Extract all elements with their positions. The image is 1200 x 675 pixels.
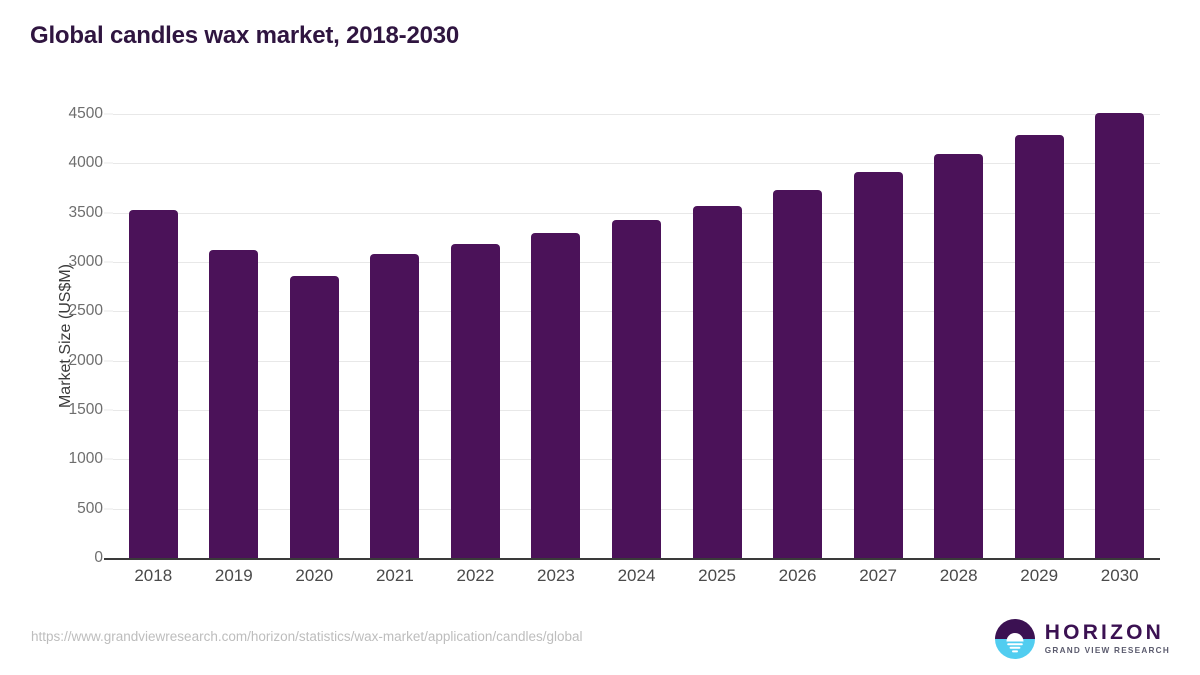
bar-series [113, 113, 1160, 558]
y-axis-tick-label: 500 [77, 499, 103, 517]
bar[interactable] [531, 233, 581, 558]
x-axis-tick-label: 2028 [939, 566, 978, 585]
y-axis-tick [104, 310, 113, 312]
y-axis-tick [104, 113, 113, 115]
bar[interactable] [853, 172, 903, 558]
y-axis-tick [104, 458, 113, 460]
bar[interactable] [1095, 113, 1145, 558]
horizon-logo-mark-icon [994, 619, 1035, 659]
logo-top-half [994, 619, 1035, 639]
bar[interactable] [934, 154, 984, 558]
plot-area [104, 113, 1160, 560]
y-axis-labels: 0 500 1000 1500 2000 2500 3000 3500 4000 4500 [0, 105, 113, 566]
logo-name: HORIZON [1044, 621, 1165, 645]
gridline [113, 163, 1160, 165]
bar[interactable] [289, 275, 339, 558]
y-axis-tick-label: 3500 [68, 203, 103, 221]
page-title: Global candles wax market, 2018-2030 [30, 22, 460, 49]
bar[interactable] [773, 189, 823, 558]
y-axis-tick-label: 2000 [68, 351, 103, 369]
y-axis-tick-label: 2500 [68, 302, 103, 320]
x-axis-tick-label: 2022 [456, 566, 495, 585]
y-axis-tick [104, 212, 113, 214]
bar[interactable] [692, 205, 742, 558]
y-axis-tick [104, 261, 113, 263]
bar[interactable] [450, 244, 500, 558]
bar[interactable] [1014, 134, 1064, 558]
x-axis-tick-label: 2027 [859, 566, 898, 585]
horizon-logo[interactable]: HORIZON GRAND VIEW RESEARCH [994, 618, 1170, 660]
bar[interactable] [209, 250, 259, 558]
gridline [113, 212, 1160, 214]
x-axis-tick-label: 2026 [778, 566, 817, 585]
x-axis-tick-label: 2018 [134, 566, 173, 585]
y-axis-tick-label: 4000 [68, 154, 103, 172]
logo-tagline: GRAND VIEW RESEARCH [1044, 646, 1170, 656]
y-axis-tick-label: 1500 [68, 401, 103, 418]
x-axis-tick-label: 2023 [537, 566, 575, 585]
bar[interactable] [370, 254, 420, 558]
logo-bottom-half [994, 639, 1035, 659]
y-axis-tick-label: 4500 [68, 105, 103, 122]
source-url[interactable]: https://www.grandviewresearch.com/horizo… [31, 629, 583, 644]
x-axis-tick-label: 2019 [214, 566, 253, 585]
y-axis-tick-label: 1000 [68, 450, 103, 468]
y-axis-tick [104, 508, 113, 510]
y-axis-tick-label: 0 [94, 549, 103, 566]
x-axis-tick-label: 2025 [698, 566, 736, 585]
logo-sunrise-icon [1006, 633, 1024, 653]
x-axis-tick-label: 2030 [1100, 566, 1139, 585]
bar[interactable] [612, 219, 661, 558]
y-axis-tick [104, 162, 113, 164]
x-axis-tick-label: 2021 [375, 566, 414, 585]
y-axis-tick [104, 360, 113, 362]
logo-text: HORIZON GRAND VIEW RESEARCH [1045, 622, 1170, 655]
gridline [113, 114, 1160, 115]
bar[interactable] [128, 209, 178, 558]
x-axis-tick-label: 2020 [295, 566, 334, 585]
x-axis-tick-label: 2024 [617, 566, 656, 585]
y-axis-tick [104, 409, 113, 411]
x-axis-labels: 2018 2019 2020 2021 2022 2023 2024 2025 2026 2027… [113, 566, 1160, 596]
x-axis-tick-label: 2029 [1020, 566, 1059, 585]
y-axis-tick-label: 3000 [68, 253, 103, 270]
x-axis-line [104, 558, 1160, 560]
